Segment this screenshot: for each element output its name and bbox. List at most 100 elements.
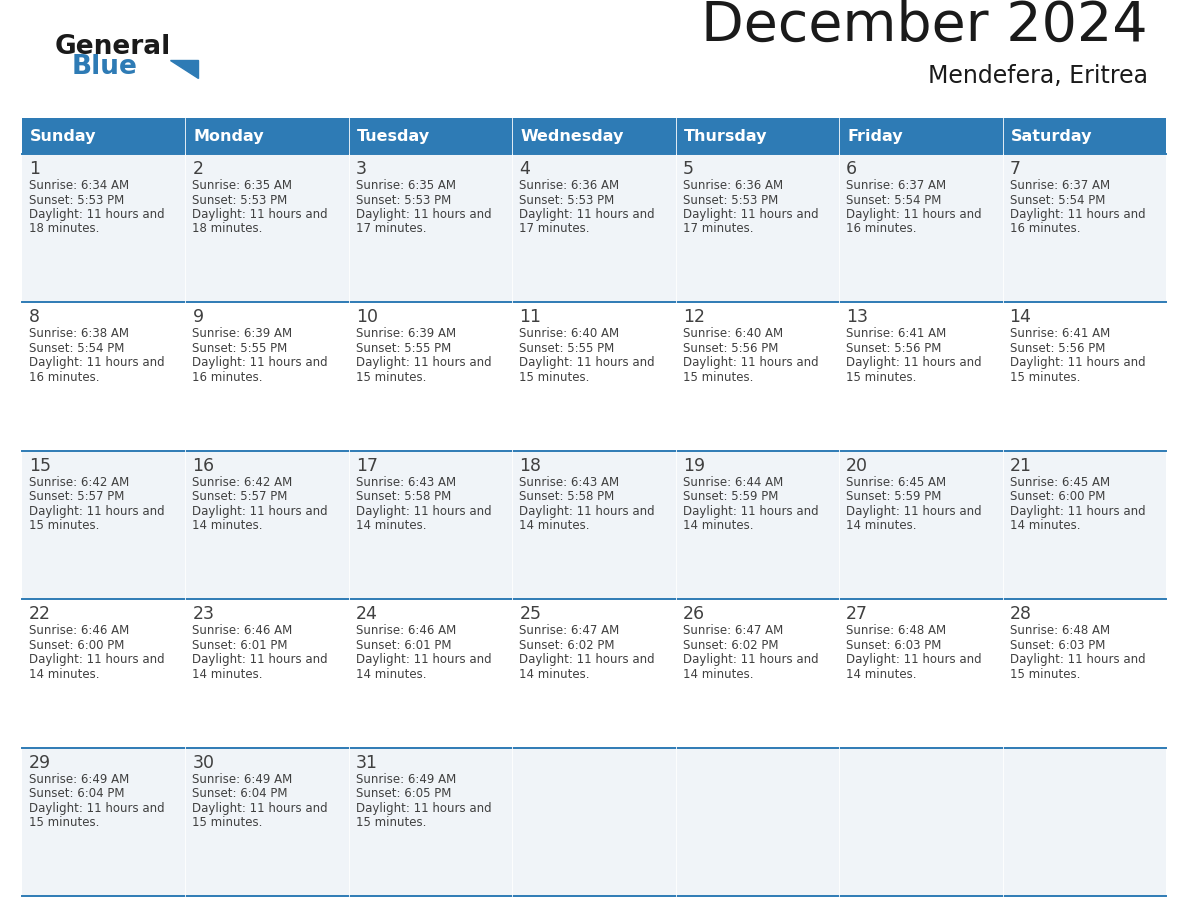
Text: Daylight: 11 hours and: Daylight: 11 hours and — [1010, 505, 1145, 518]
Text: Sunset: 5:53 PM: Sunset: 5:53 PM — [683, 194, 778, 207]
Text: Sunrise: 6:41 AM: Sunrise: 6:41 AM — [1010, 328, 1110, 341]
Text: 14 minutes.: 14 minutes. — [1010, 520, 1080, 532]
Polygon shape — [170, 60, 198, 78]
Text: Daylight: 11 hours and: Daylight: 11 hours and — [192, 654, 328, 666]
Text: Daylight: 11 hours and: Daylight: 11 hours and — [356, 505, 492, 518]
Text: 14 minutes.: 14 minutes. — [683, 520, 753, 532]
Text: Daylight: 11 hours and: Daylight: 11 hours and — [356, 654, 492, 666]
Text: Sunset: 6:00 PM: Sunset: 6:00 PM — [1010, 490, 1105, 503]
Text: 2: 2 — [192, 160, 203, 178]
Text: Daylight: 11 hours and: Daylight: 11 hours and — [846, 505, 981, 518]
Text: 14 minutes.: 14 minutes. — [192, 520, 263, 532]
Bar — [349, 118, 512, 154]
Text: 15 minutes.: 15 minutes. — [192, 816, 263, 829]
Text: 15 minutes.: 15 minutes. — [846, 371, 916, 384]
Text: Friday: Friday — [847, 129, 903, 143]
Text: 24: 24 — [356, 605, 378, 623]
Text: Sunset: 6:04 PM: Sunset: 6:04 PM — [29, 787, 125, 800]
Bar — [23, 118, 185, 154]
Text: Blue: Blue — [72, 54, 138, 80]
Text: Daylight: 11 hours and: Daylight: 11 hours and — [1010, 208, 1145, 221]
Text: Sunrise: 6:40 AM: Sunrise: 6:40 AM — [683, 328, 783, 341]
Text: Sunrise: 6:36 AM: Sunrise: 6:36 AM — [683, 179, 783, 192]
Text: 16 minutes.: 16 minutes. — [1010, 222, 1080, 236]
Text: 15 minutes.: 15 minutes. — [683, 371, 753, 384]
Text: 14 minutes.: 14 minutes. — [356, 520, 426, 532]
Text: Sunrise: 6:48 AM: Sunrise: 6:48 AM — [1010, 624, 1110, 637]
Text: 31: 31 — [356, 754, 378, 772]
Text: Sunset: 5:57 PM: Sunset: 5:57 PM — [29, 490, 125, 503]
Text: 16 minutes.: 16 minutes. — [846, 222, 917, 236]
Text: Sunrise: 6:37 AM: Sunrise: 6:37 AM — [1010, 179, 1110, 192]
Bar — [1003, 118, 1165, 154]
Text: 12: 12 — [683, 308, 704, 327]
Text: 20: 20 — [846, 457, 868, 475]
Text: 17 minutes.: 17 minutes. — [356, 222, 426, 236]
Bar — [676, 118, 839, 154]
Text: Sunrise: 6:47 AM: Sunrise: 6:47 AM — [519, 624, 619, 637]
Text: 15 minutes.: 15 minutes. — [1010, 667, 1080, 681]
Text: Daylight: 11 hours and: Daylight: 11 hours and — [192, 505, 328, 518]
Text: 15 minutes.: 15 minutes. — [29, 520, 100, 532]
Text: Daylight: 11 hours and: Daylight: 11 hours and — [683, 654, 819, 666]
Text: Sunrise: 6:42 AM: Sunrise: 6:42 AM — [192, 476, 292, 488]
Text: 15 minutes.: 15 minutes. — [29, 816, 100, 829]
Text: Sunset: 6:03 PM: Sunset: 6:03 PM — [1010, 639, 1105, 652]
Text: Sunset: 5:55 PM: Sunset: 5:55 PM — [192, 341, 287, 355]
Text: Daylight: 11 hours and: Daylight: 11 hours and — [1010, 654, 1145, 666]
Text: Sunset: 5:54 PM: Sunset: 5:54 PM — [1010, 194, 1105, 207]
Text: Sunrise: 6:43 AM: Sunrise: 6:43 AM — [519, 476, 619, 488]
Text: Sunrise: 6:34 AM: Sunrise: 6:34 AM — [29, 179, 129, 192]
Bar — [512, 118, 676, 154]
Text: 17 minutes.: 17 minutes. — [683, 222, 753, 236]
Bar — [23, 599, 1165, 747]
Text: 7: 7 — [1010, 160, 1020, 178]
Text: Sunrise: 6:42 AM: Sunrise: 6:42 AM — [29, 476, 129, 488]
Text: Daylight: 11 hours and: Daylight: 11 hours and — [356, 208, 492, 221]
Text: Daylight: 11 hours and: Daylight: 11 hours and — [683, 208, 819, 221]
Text: Sunset: 6:05 PM: Sunset: 6:05 PM — [356, 787, 451, 800]
Text: Daylight: 11 hours and: Daylight: 11 hours and — [356, 356, 492, 369]
Text: 18: 18 — [519, 457, 542, 475]
Bar — [23, 154, 1165, 302]
Text: 25: 25 — [519, 605, 542, 623]
Text: Sunset: 5:57 PM: Sunset: 5:57 PM — [192, 490, 287, 503]
Text: Sunset: 6:00 PM: Sunset: 6:00 PM — [29, 639, 125, 652]
Text: 14 minutes.: 14 minutes. — [192, 667, 263, 681]
Text: Sunrise: 6:35 AM: Sunrise: 6:35 AM — [192, 179, 292, 192]
Text: 13: 13 — [846, 308, 868, 327]
Text: Daylight: 11 hours and: Daylight: 11 hours and — [29, 208, 165, 221]
Text: Sunrise: 6:48 AM: Sunrise: 6:48 AM — [846, 624, 947, 637]
Text: Sunrise: 6:35 AM: Sunrise: 6:35 AM — [356, 179, 456, 192]
Text: Sunset: 5:56 PM: Sunset: 5:56 PM — [683, 341, 778, 355]
Text: 6: 6 — [846, 160, 858, 178]
Text: Sunrise: 6:44 AM: Sunrise: 6:44 AM — [683, 476, 783, 488]
Text: Sunset: 5:53 PM: Sunset: 5:53 PM — [356, 194, 451, 207]
Text: December 2024: December 2024 — [701, 0, 1148, 53]
Text: Sunrise: 6:39 AM: Sunrise: 6:39 AM — [192, 328, 292, 341]
Text: Sunrise: 6:38 AM: Sunrise: 6:38 AM — [29, 328, 129, 341]
Text: General: General — [55, 34, 171, 60]
Text: Sunrise: 6:46 AM: Sunrise: 6:46 AM — [356, 624, 456, 637]
Text: 10: 10 — [356, 308, 378, 327]
Text: Daylight: 11 hours and: Daylight: 11 hours and — [683, 505, 819, 518]
Text: Sunrise: 6:41 AM: Sunrise: 6:41 AM — [846, 328, 947, 341]
Text: Daylight: 11 hours and: Daylight: 11 hours and — [683, 356, 819, 369]
Text: Sunrise: 6:45 AM: Sunrise: 6:45 AM — [1010, 476, 1110, 488]
Text: Daylight: 11 hours and: Daylight: 11 hours and — [519, 505, 655, 518]
Text: 15 minutes.: 15 minutes. — [1010, 371, 1080, 384]
Text: Sunset: 5:58 PM: Sunset: 5:58 PM — [519, 490, 614, 503]
Text: Daylight: 11 hours and: Daylight: 11 hours and — [29, 801, 165, 814]
Text: Sunrise: 6:40 AM: Sunrise: 6:40 AM — [519, 328, 619, 341]
Text: 15: 15 — [29, 457, 51, 475]
Text: 15 minutes.: 15 minutes. — [519, 371, 589, 384]
Text: 17: 17 — [356, 457, 378, 475]
Text: 14 minutes.: 14 minutes. — [519, 667, 589, 681]
Text: 23: 23 — [192, 605, 214, 623]
Text: Sunset: 6:02 PM: Sunset: 6:02 PM — [683, 639, 778, 652]
Text: 8: 8 — [29, 308, 40, 327]
Text: Sunset: 6:01 PM: Sunset: 6:01 PM — [356, 639, 451, 652]
Text: Wednesday: Wednesday — [520, 129, 624, 143]
Text: 29: 29 — [29, 754, 51, 772]
Text: 14 minutes.: 14 minutes. — [846, 667, 917, 681]
